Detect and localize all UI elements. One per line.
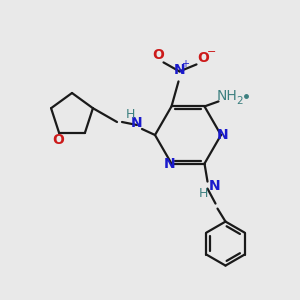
- Text: N: N: [174, 63, 185, 77]
- Text: H: H: [125, 107, 135, 121]
- Text: 2: 2: [236, 96, 243, 106]
- Text: −: −: [207, 47, 216, 57]
- Text: N: N: [217, 128, 229, 142]
- Text: N: N: [131, 116, 143, 130]
- Text: O: O: [153, 48, 164, 62]
- Text: O: O: [198, 51, 209, 65]
- Text: N: N: [209, 178, 220, 193]
- Text: H: H: [199, 187, 208, 200]
- Text: N: N: [164, 157, 175, 171]
- Text: NH: NH: [216, 89, 237, 103]
- Text: O: O: [52, 133, 64, 147]
- Text: +: +: [182, 59, 190, 69]
